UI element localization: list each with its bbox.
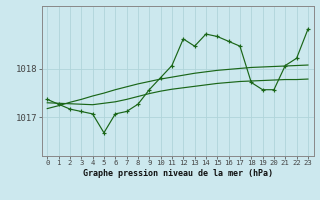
X-axis label: Graphe pression niveau de la mer (hPa): Graphe pression niveau de la mer (hPa) bbox=[83, 169, 273, 178]
